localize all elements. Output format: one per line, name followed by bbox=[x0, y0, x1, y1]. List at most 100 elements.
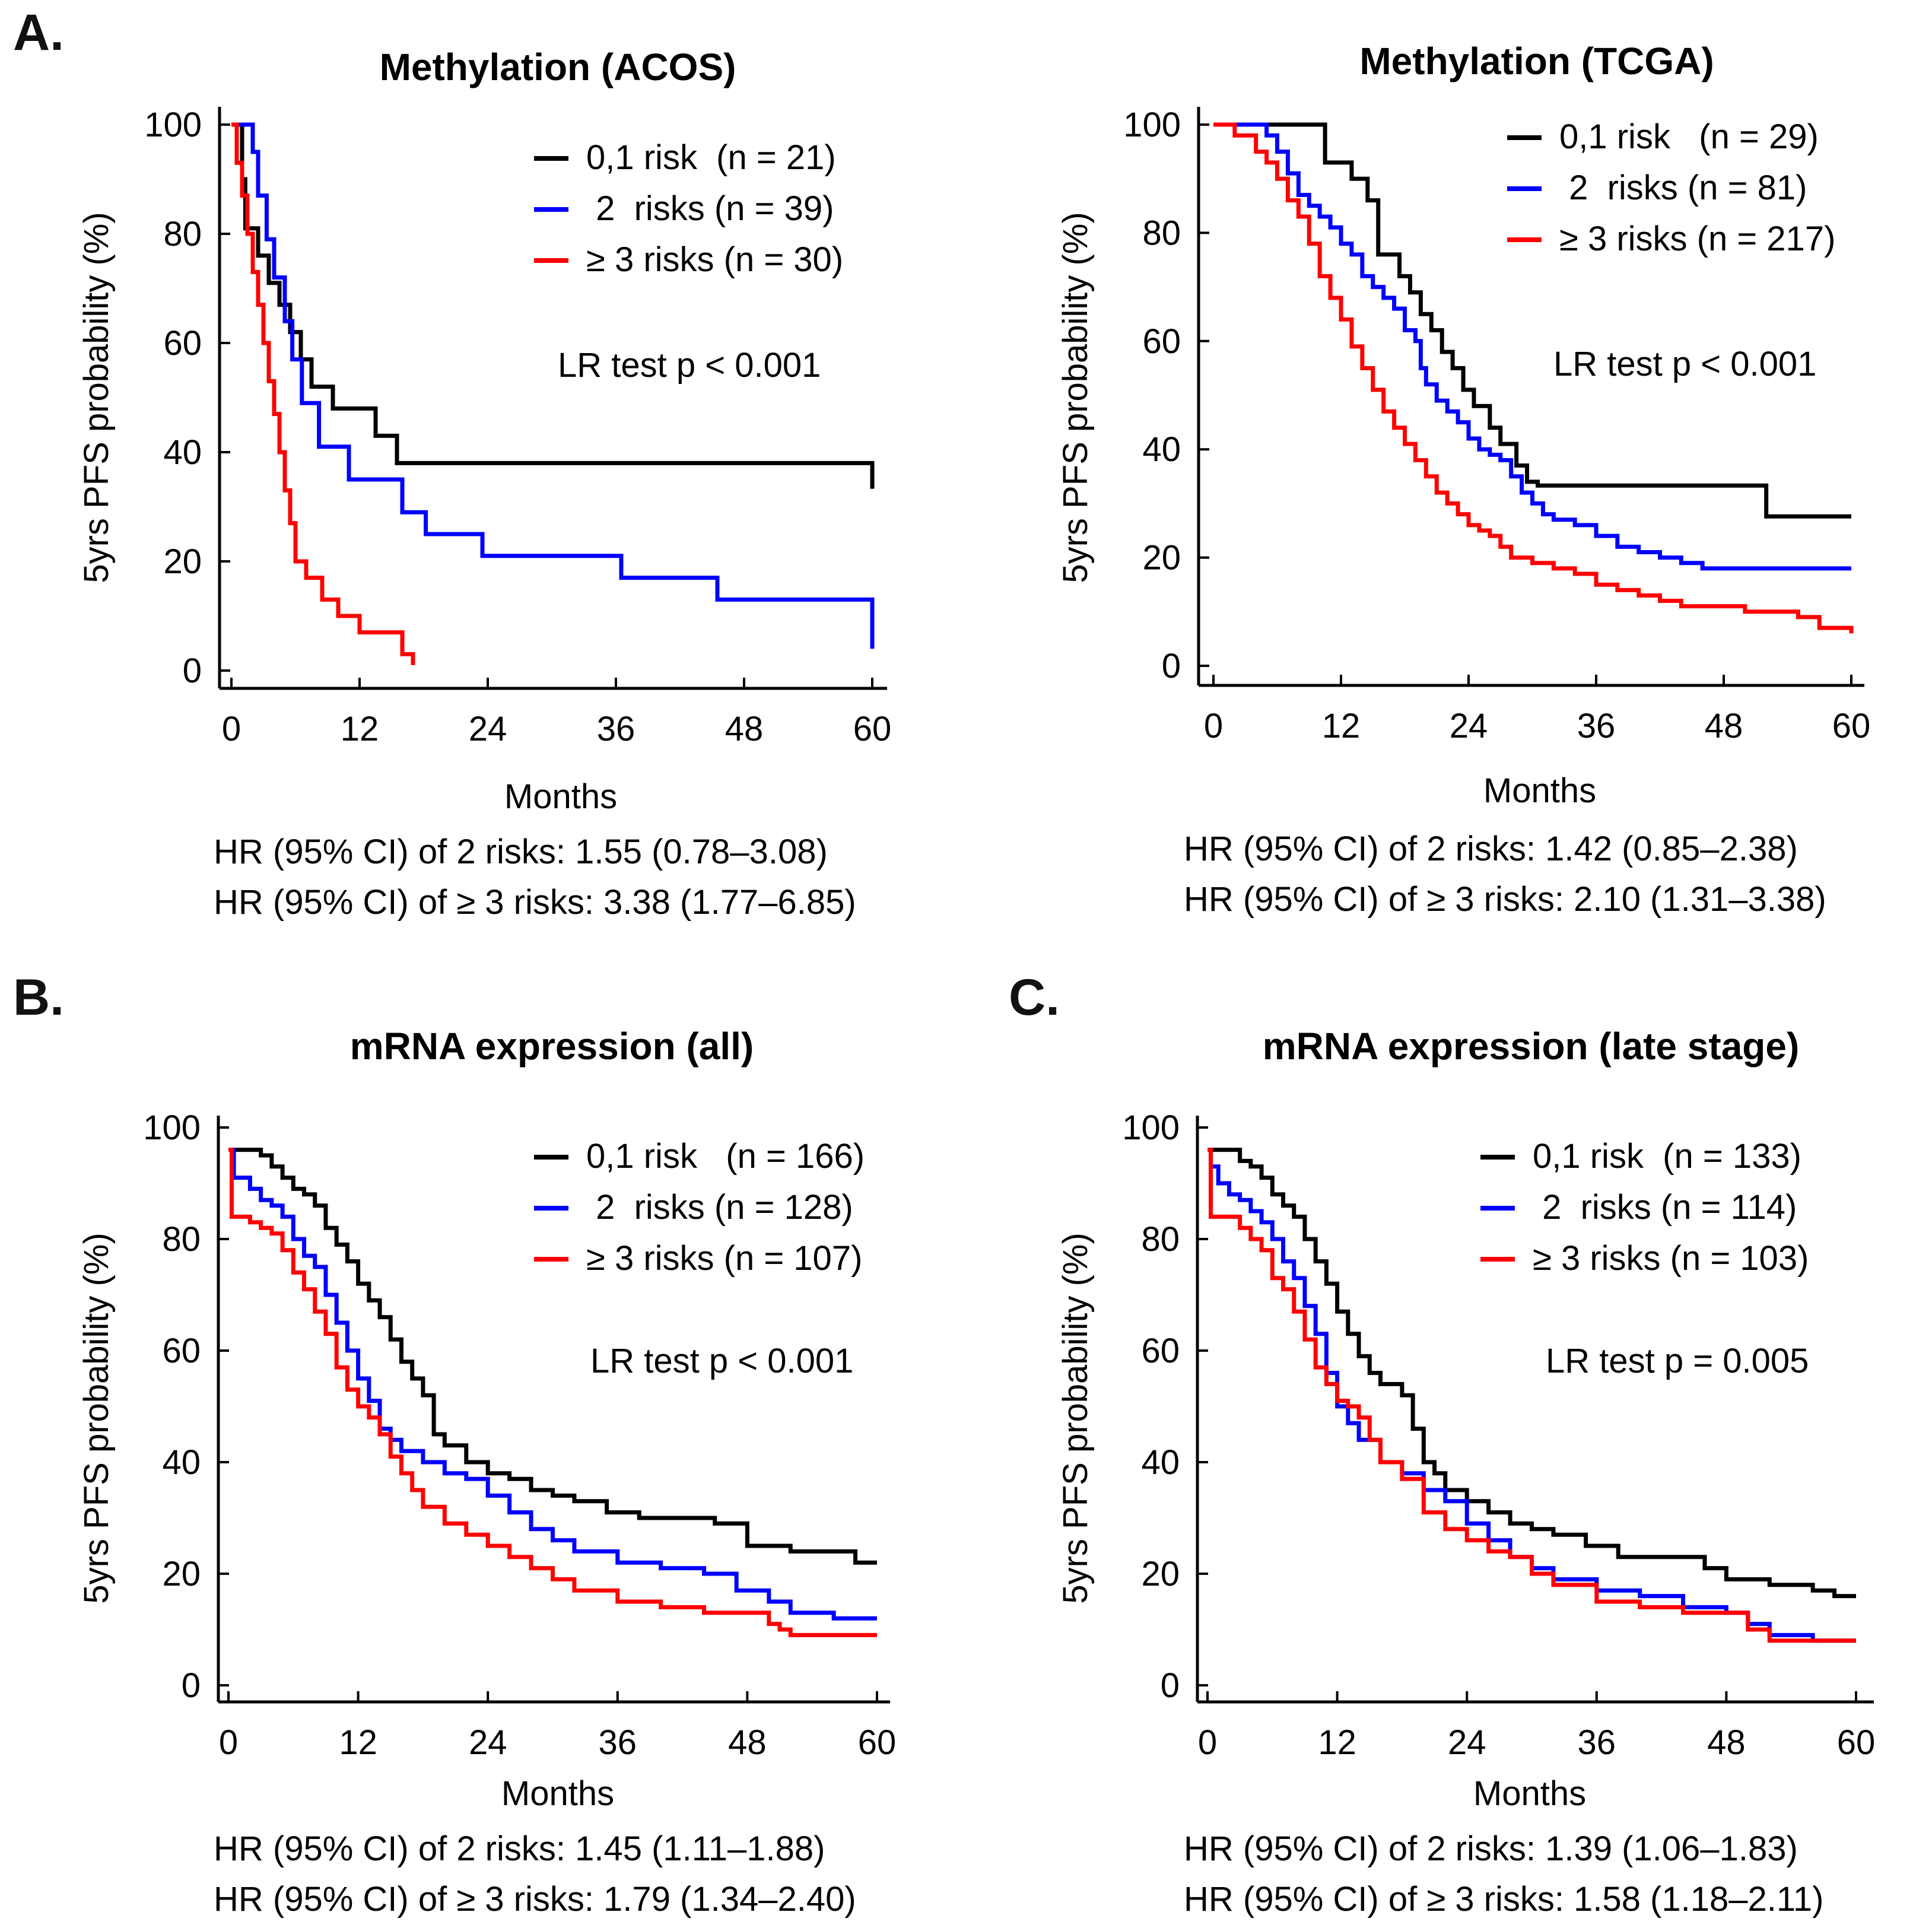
km-curve--3-risks bbox=[1213, 122, 1854, 634]
x-tick-label: 12 bbox=[1322, 707, 1361, 745]
y-axis-label: 5yrs PFS probability (%) bbox=[77, 1233, 116, 1603]
hr-line-1: HR (95% CI) of 2 risks: 1.55 (0.78–3.08) bbox=[214, 833, 828, 871]
y-tick-label: 100 bbox=[1122, 1108, 1180, 1147]
hr-line-1: HR (95% CI) of 2 risks: 1.39 (1.06–1.83) bbox=[1184, 1829, 1798, 1868]
x-tick-label: 48 bbox=[1705, 707, 1743, 745]
y-tick-label: 100 bbox=[143, 1108, 201, 1147]
chart-methylation-tcga: Methylation (TCGA) 0 20 40 60 80 100 0 12 24 36 4… bbox=[966, 0, 1932, 961]
y-axis-label: 5yrs PFS probability (%) bbox=[77, 212, 116, 583]
y-tick-label: 80 bbox=[163, 215, 202, 253]
y-tick-label: 100 bbox=[1123, 106, 1181, 144]
y-tick-label: 60 bbox=[162, 1332, 201, 1370]
chart-title: mRNA expression (all) bbox=[350, 1025, 754, 1068]
km-curve-0-1-risk bbox=[1208, 1148, 1856, 1599]
y-axis-label: 5yrs PFS probability (%) bbox=[1056, 1233, 1095, 1603]
hr-line-2: HR (95% CI) of ≥ 3 risks: 1.79 (1.34–2.4… bbox=[214, 1880, 856, 1919]
x-tick-label: 24 bbox=[469, 710, 507, 748]
hr-line-2: HR (95% CI) of ≥ 3 risks: 1.58 (1.18–2.1… bbox=[1184, 1880, 1823, 1919]
x-tick-label: 24 bbox=[1448, 1723, 1486, 1762]
legend-label: 0,1 risk (n = 21) bbox=[586, 138, 836, 177]
km-curve--3-risks bbox=[231, 122, 415, 665]
y-tick-label: 80 bbox=[1141, 1220, 1180, 1259]
x-tick-label: 48 bbox=[725, 710, 764, 748]
panel-letter-c: C. bbox=[1009, 969, 1060, 1026]
y-tick-label: 20 bbox=[162, 1555, 201, 1593]
lr-test-label: LR test p < 0.001 bbox=[590, 1342, 853, 1380]
x-tick-label: 0 bbox=[1198, 1723, 1217, 1762]
x-tick-label: 0 bbox=[222, 710, 241, 748]
legend-label: 0,1 risk (n = 29) bbox=[1559, 117, 1819, 156]
x-tick-label: 48 bbox=[1707, 1723, 1746, 1762]
legend-label: 2 risks (n = 81) bbox=[1559, 169, 1807, 207]
legend-label: ≥ 3 risks (n = 107) bbox=[586, 1239, 862, 1278]
x-tick-label: 48 bbox=[728, 1723, 767, 1762]
x-tick-label: 36 bbox=[1577, 707, 1616, 745]
y-tick-label: 0 bbox=[182, 1666, 201, 1705]
lr-test-label: LR test p < 0.001 bbox=[558, 346, 821, 385]
chart-svg: mRNA expression (late stage) 0 20 40 60 80 10… bbox=[1056, 1025, 1875, 1919]
x-tick-label: 0 bbox=[219, 1723, 238, 1762]
km-curve-0-1-risk bbox=[231, 122, 875, 489]
x-tick-label: 12 bbox=[1318, 1723, 1356, 1762]
y-tick-label: 20 bbox=[163, 542, 202, 581]
x-tick-label: 36 bbox=[599, 1723, 637, 1762]
x-tick-label: 60 bbox=[853, 710, 892, 748]
y-tick-label: 80 bbox=[162, 1220, 201, 1259]
y-axis-label: 5yrs PFS probability (%) bbox=[1056, 212, 1095, 583]
y-tick-label: 0 bbox=[1162, 647, 1181, 685]
lr-test-label: LR test p = 0.005 bbox=[1546, 1342, 1809, 1380]
legend-label: ≥ 3 risks (n = 30) bbox=[586, 240, 843, 279]
chart-mrna-all: mRNA expression (all) 0 20 40 60 80 100 0 12 24… bbox=[77, 1025, 897, 1919]
legend-label: ≥ 3 risks (n = 217) bbox=[1559, 220, 1835, 258]
y-tick-label: 20 bbox=[1141, 1555, 1180, 1593]
hr-line-1: HR (95% CI) of 2 risks: 1.42 (0.85–2.38) bbox=[1184, 830, 1798, 868]
y-tick-label: 60 bbox=[163, 324, 202, 363]
y-tick-label: 60 bbox=[1141, 1332, 1180, 1370]
legend-label: 0,1 risk (n = 166) bbox=[586, 1137, 865, 1176]
x-tick-label: 36 bbox=[597, 710, 635, 748]
y-tick-label: 40 bbox=[162, 1443, 201, 1482]
chart-svg: mRNA expression (all) 0 20 40 60 80 100 0 12 24… bbox=[77, 1025, 897, 1919]
x-axis-label: Months bbox=[1483, 771, 1596, 810]
km-curve-0-1-risk bbox=[1213, 122, 1851, 519]
chart-svg: Methylation (ACOS) 0 20 40 60 80 100 0 12 24 36 4… bbox=[77, 46, 892, 922]
y-tick-label: 0 bbox=[183, 652, 202, 690]
hr-line-2: HR (95% CI) of ≥ 3 risks: 3.38 (1.77–6.8… bbox=[214, 883, 856, 922]
x-axis-label: Months bbox=[1473, 1774, 1586, 1813]
y-tick-label: 20 bbox=[1142, 539, 1181, 577]
y-tick-label: 40 bbox=[1141, 1443, 1180, 1482]
panel-letter-a: A. bbox=[13, 4, 64, 61]
chart-title: Methylation (ACOS) bbox=[380, 46, 736, 88]
y-tick-label: 40 bbox=[163, 433, 202, 472]
x-tick-label: 60 bbox=[1832, 707, 1871, 745]
km-curve-2-risks bbox=[1213, 122, 1851, 571]
y-tick-label: 40 bbox=[1142, 430, 1181, 469]
y-tick-label: 80 bbox=[1142, 214, 1181, 252]
legend-label: 2 risks (n = 128) bbox=[586, 1188, 853, 1227]
chart-title: mRNA expression (late stage) bbox=[1263, 1025, 1800, 1068]
y-tick-label: 0 bbox=[1161, 1666, 1180, 1705]
lr-test-label: LR test p < 0.001 bbox=[1553, 345, 1816, 383]
chart-title: Methylation (TCGA) bbox=[1359, 40, 1714, 82]
legend-label: ≥ 3 risks (n = 103) bbox=[1533, 1239, 1809, 1278]
x-tick-label: 24 bbox=[469, 1723, 507, 1762]
x-tick-label: 12 bbox=[341, 710, 379, 748]
km-curve-0-1-risk bbox=[228, 1148, 877, 1565]
x-tick-label: 12 bbox=[339, 1723, 377, 1762]
x-axis-label: Months bbox=[501, 1774, 614, 1813]
legend-label: 2 risks (n = 39) bbox=[586, 189, 834, 228]
km-curve-2-risks bbox=[228, 1148, 877, 1621]
km-curve-2-risks bbox=[231, 122, 875, 649]
hr-line-2: HR (95% CI) of ≥ 3 risks: 2.10 (1.31–3.3… bbox=[1184, 880, 1826, 919]
x-tick-label: 36 bbox=[1578, 1723, 1616, 1762]
chart-mrna-late-stage: mRNA expression (late stage) 0 20 40 60 80 10… bbox=[966, 0, 1932, 1928]
x-tick-label: 0 bbox=[1204, 707, 1223, 745]
y-tick-label: 60 bbox=[1142, 322, 1181, 361]
km-curve--3-risks bbox=[228, 1148, 877, 1637]
panel-letter-b: B. bbox=[13, 969, 64, 1026]
x-tick-label: 24 bbox=[1450, 707, 1488, 745]
y-tick-label: 100 bbox=[144, 106, 202, 144]
x-tick-label: 60 bbox=[858, 1723, 897, 1762]
chart-svg: Methylation (TCGA) 0 20 40 60 80 100 0 12 24 36 4… bbox=[1056, 40, 1870, 919]
x-tick-label: 60 bbox=[1837, 1723, 1876, 1762]
